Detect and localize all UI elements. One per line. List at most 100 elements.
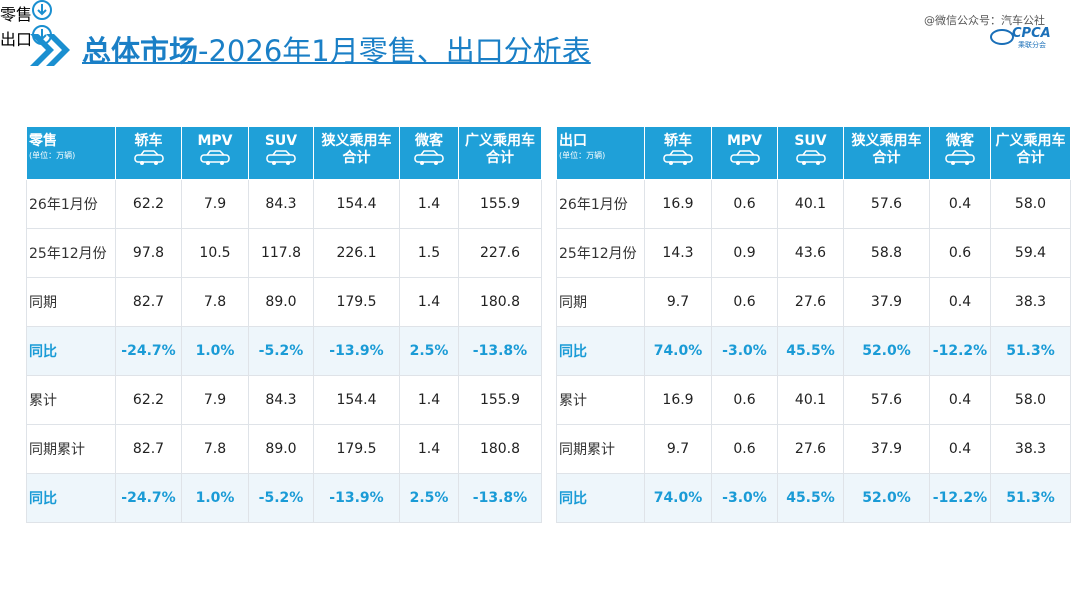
cell: 154.4: [313, 179, 400, 229]
cell: 1.0%: [181, 326, 249, 376]
cell: 84.3: [248, 375, 314, 425]
data-row: 25年12月份 97.8 10.5 117.8 226.1 1.5 227.6: [26, 228, 542, 278]
cell: 0.9: [711, 228, 778, 278]
column-header-line: 合计: [1016, 150, 1045, 166]
header-row: 零售 (单位：万辆) 轿车 MPV SUV 狭义乘用车 合计 微客 广义乘用车 合计: [26, 126, 542, 180]
column-header: 轿车: [115, 126, 182, 180]
cell: 1.5: [399, 228, 459, 278]
cell: 58.0: [990, 375, 1071, 425]
cell: -3.0%: [711, 473, 778, 523]
cell: 7.8: [181, 424, 249, 474]
cell: 179.5: [313, 424, 400, 474]
cell: -3.0%: [711, 326, 778, 376]
row-label: 同比: [556, 326, 645, 376]
cell: 1.4: [399, 179, 459, 229]
cell: 0.6: [711, 424, 778, 474]
column-header-line: 合计: [486, 150, 514, 166]
column-header-line: 狭义乘用车: [851, 133, 922, 149]
cell: 45.5%: [777, 326, 844, 376]
logo-mark: [990, 29, 1014, 45]
cell: 9.7: [644, 277, 712, 327]
cell: -13.9%: [313, 473, 400, 523]
unit-label: (单位：万辆): [29, 151, 76, 160]
car-icon: [200, 150, 230, 165]
cell: 59.4: [990, 228, 1071, 278]
cell: 82.7: [115, 277, 182, 327]
cell: 2.5%: [399, 473, 459, 523]
car-icon: [414, 150, 444, 165]
column-header-line: SUV: [794, 133, 827, 149]
car-icon: [945, 150, 975, 165]
title: 总体市场-2026年1月零售、出口分析表: [82, 28, 591, 70]
cell: 0.6: [711, 179, 778, 229]
section-text: 零售: [0, 5, 33, 24]
cell: 45.5%: [777, 473, 844, 523]
logo: CPCA 乘联分会: [990, 26, 1060, 49]
column-header-line: 合计: [342, 150, 371, 166]
row-label: 同期: [26, 277, 116, 327]
cell: 16.9: [644, 375, 712, 425]
cell: 89.0: [248, 424, 314, 474]
data-table: 出口 (单位：万辆) 轿车 MPV SUV 狭义乘用车 合计 微客 广义乘用车 合计 26年1月份 1…: [556, 126, 1071, 523]
cell: 117.8: [248, 228, 314, 278]
cell: 180.8: [458, 424, 542, 474]
unit-label: (单位：万辆): [559, 151, 606, 160]
column-header-line: 狭义乘用车: [321, 133, 392, 149]
cell: 16.9: [644, 179, 712, 229]
column-header-line: MPV: [726, 133, 763, 149]
corner-label: 出口: [559, 133, 587, 149]
section-label: 零售: [0, 0, 1080, 25]
cell: -24.7%: [115, 473, 182, 523]
data-row: 累计 16.9 0.6 40.1 57.6 0.4 58.0: [556, 375, 1071, 425]
down-arrow-icon: [32, 0, 53, 20]
cell: 226.1: [313, 228, 400, 278]
row-label: 累计: [26, 375, 116, 425]
column-header-line: 合计: [872, 150, 901, 166]
cell: 89.0: [248, 277, 314, 327]
cell: 14.3: [644, 228, 712, 278]
cell: 57.6: [843, 375, 930, 425]
column-header-line: 轿车: [134, 133, 163, 149]
row-label: 25年12月份: [556, 228, 645, 278]
logo-sub: 乘联分会: [1018, 41, 1046, 49]
cell: -13.8%: [458, 326, 542, 376]
cell: -5.2%: [248, 473, 314, 523]
watermark: @微信公众号：汽车公社: [924, 14, 1045, 27]
column-header-line: 广义乘用车: [465, 133, 535, 149]
column-header: SUV: [248, 126, 314, 180]
column-header: 微客: [399, 126, 459, 180]
cell: 0.4: [929, 424, 991, 474]
cell: 0.6: [929, 228, 991, 278]
cell: -24.7%: [115, 326, 182, 376]
data-row: 同期累计 9.7 0.6 27.6 37.9 0.4 38.3: [556, 424, 1071, 474]
cell: -5.2%: [248, 326, 314, 376]
data-row: 同比 74.0% -3.0% 45.5% 52.0% -12.2% 51.3%: [556, 473, 1071, 523]
cell: 82.7: [115, 424, 182, 474]
row-label: 累计: [556, 375, 645, 425]
cell: 179.5: [313, 277, 400, 327]
cell: 0.4: [929, 277, 991, 327]
cell: 40.1: [777, 375, 844, 425]
column-header-line: 微客: [946, 133, 974, 149]
cell: 2.5%: [399, 326, 459, 376]
title-rest: -2026年1月零售、出口分析表: [198, 34, 591, 68]
cell: 7.9: [181, 375, 249, 425]
cell: 97.8: [115, 228, 182, 278]
header-row: 出口 (单位：万辆) 轿车 MPV SUV 狭义乘用车 合计 微客 广义乘用车 合计: [556, 126, 1071, 180]
column-header: 广义乘用车 合计: [990, 126, 1071, 180]
column-header-line: 微客: [415, 133, 443, 149]
cell: 0.6: [711, 277, 778, 327]
row-label: 26年1月份: [556, 179, 645, 229]
row-label: 同期累计: [556, 424, 645, 474]
row-label: 同比: [556, 473, 645, 523]
cell: 58.0: [990, 179, 1071, 229]
data-row: 同期 9.7 0.6 27.6 37.9 0.4 38.3: [556, 277, 1071, 327]
cell: 38.3: [990, 277, 1071, 327]
cell: 1.4: [399, 277, 459, 327]
data-row: 同期 82.7 7.8 89.0 179.5 1.4 180.8: [26, 277, 542, 327]
data-row: 累计 62.2 7.9 84.3 154.4 1.4 155.9: [26, 375, 542, 425]
cell: 51.3%: [990, 326, 1071, 376]
corner-cell: 出口 (单位：万辆): [556, 126, 645, 180]
row-label: 25年12月份: [26, 228, 116, 278]
